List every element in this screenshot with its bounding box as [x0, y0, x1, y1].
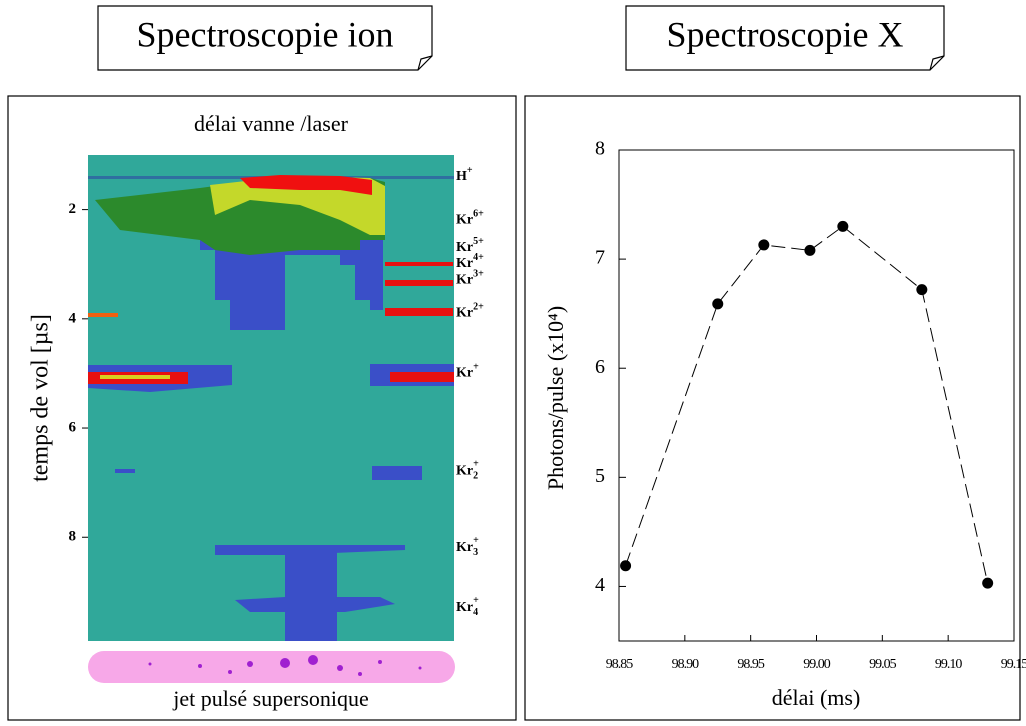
panel-title: Spectroscopie ion — [137, 14, 394, 54]
ion-superscript: + — [473, 596, 479, 607]
ion-superscript: + — [467, 165, 473, 176]
ion-label: Kr4+ — [456, 596, 479, 619]
x-tick-label: 98.90 — [672, 657, 700, 672]
y-tick-label: 4 — [69, 310, 77, 326]
data-point — [916, 284, 928, 296]
ion-name: Kr — [456, 366, 473, 381]
panel-frame — [7, 95, 517, 721]
ion-label: Kr4+ — [456, 253, 484, 272]
x-axis-label: délai (ms) — [772, 685, 861, 710]
ion-name: Kr — [456, 273, 473, 288]
ion-subscript: 2 — [473, 471, 478, 482]
y-tick-label: 5 — [595, 465, 605, 487]
y-tick-label: 6 — [69, 419, 77, 435]
ion-superscript: 4+ — [473, 253, 484, 264]
data-point — [982, 577, 994, 589]
ion-name: Kr — [456, 256, 473, 271]
ion-label: Kr5+ — [456, 236, 484, 255]
ion-subscript: 4 — [473, 608, 478, 619]
ion-superscript: + — [473, 362, 479, 373]
y-tick-label: 8 — [595, 138, 605, 160]
ion-label: H+ — [456, 165, 473, 184]
x-tick-label: 98.85 — [606, 657, 634, 672]
x-tick-label: 99.10 — [935, 657, 963, 672]
ion-superscript: + — [473, 459, 479, 470]
ion-name: Kr — [456, 306, 473, 321]
ion-label: Kr3+ — [456, 269, 484, 288]
ion-label: Kr6+ — [456, 209, 484, 228]
panel-title: Spectroscopie X — [667, 14, 904, 54]
ion-superscript: 3+ — [473, 269, 484, 280]
ion-superscript: 5+ — [473, 236, 484, 247]
y-axis-label: temps de vol [µs] — [28, 314, 54, 482]
ion-name: Kr — [456, 600, 473, 615]
data-line — [625, 225, 989, 584]
title-box — [97, 5, 945, 71]
data-point — [712, 298, 724, 310]
jet-illustration — [88, 651, 455, 683]
data-point — [804, 244, 816, 256]
ion-subscript: 3 — [473, 547, 478, 558]
y-tick-label: 7 — [595, 247, 605, 269]
plot-frame — [618, 149, 1015, 642]
ion-superscript: + — [473, 535, 479, 546]
x-tick-label: 98.95 — [737, 657, 765, 672]
ion-name: Kr — [456, 240, 473, 255]
x-tick-label: 99.15 — [1001, 657, 1026, 672]
ion-name: Kr — [456, 540, 473, 555]
y-tick-label: 2 — [69, 201, 77, 217]
y-tick-label: 8 — [69, 529, 77, 545]
ion-label: Kr3+ — [456, 535, 479, 558]
ion-superscript: 6+ — [473, 209, 484, 220]
x-tick-label: 99.05 — [869, 657, 897, 672]
ion-label: Kr2+ — [456, 459, 479, 482]
y-tick-label: 6 — [595, 356, 605, 378]
panel-caption: jet pulsé supersonique — [172, 686, 369, 711]
y-tick-label: 4 — [595, 574, 605, 596]
data-point — [620, 560, 632, 572]
ion-label: Kr+ — [456, 362, 479, 381]
ion-name: H — [456, 169, 467, 184]
x-tick-label: 99.00 — [803, 657, 831, 672]
ion-name: Kr — [456, 213, 473, 228]
heatmap-image — [88, 155, 454, 641]
ion-superscript: 2+ — [473, 302, 484, 313]
panel-frame — [524, 95, 1021, 721]
data-point — [758, 239, 770, 251]
y-axis-label: Photons/pulse (x10⁴) — [543, 306, 568, 490]
panel-caption: délai vanne /laser — [194, 111, 349, 136]
data-point — [837, 220, 849, 232]
ion-name: Kr — [456, 464, 473, 479]
ion-label: Kr2+ — [456, 302, 484, 321]
